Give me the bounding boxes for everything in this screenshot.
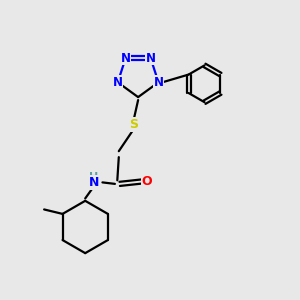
Text: S: S	[129, 118, 138, 131]
Text: N: N	[154, 76, 164, 89]
Text: O: O	[142, 175, 152, 188]
Text: H: H	[89, 172, 99, 182]
Text: N: N	[146, 52, 156, 65]
Text: N: N	[113, 76, 123, 89]
Text: N: N	[89, 176, 99, 189]
Text: N: N	[121, 52, 130, 65]
